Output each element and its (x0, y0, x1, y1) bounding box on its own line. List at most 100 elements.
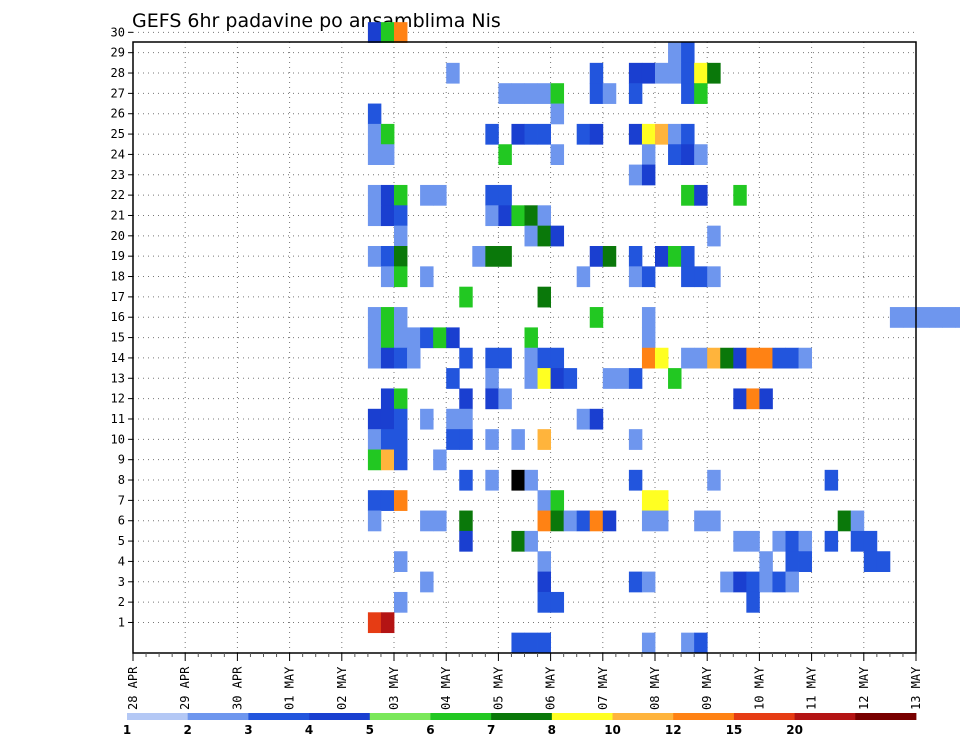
heatmap-cell (681, 246, 695, 267)
heatmap-cell (733, 388, 747, 410)
heatmap-cell (420, 510, 434, 532)
heatmap-cell (537, 510, 551, 532)
heatmap-cell (394, 388, 408, 410)
heatmap-cell (707, 266, 721, 288)
x-tick-label: 28 APR (126, 666, 140, 710)
heatmap-cell (576, 510, 591, 532)
colorbar-label: 3 (244, 723, 252, 737)
heatmap-cell (498, 83, 512, 104)
heatmap-cell (876, 551, 891, 572)
heatmap-cell (589, 62, 604, 84)
heatmap-cell (380, 429, 395, 450)
heatmap-cell (485, 123, 499, 145)
heatmap-cell (446, 408, 460, 430)
heatmap-cell (511, 632, 525, 654)
heatmap-cell (459, 469, 473, 491)
heatmap-cell (524, 205, 538, 227)
heatmap-cell (433, 510, 447, 532)
colorbar-swatch (248, 713, 310, 720)
x-tick-label: 05 MAY (491, 666, 505, 710)
heatmap-cell (655, 246, 669, 267)
heatmap-cell (380, 123, 395, 145)
heatmap-cell (433, 327, 447, 349)
heatmap-cell (498, 184, 512, 206)
heatmap-cell (589, 123, 604, 145)
heatmap-cell (380, 449, 395, 471)
heatmap-cell (681, 42, 695, 64)
heatmap-cell (889, 307, 904, 328)
heatmap-cell (367, 327, 382, 349)
heatmap-cell (537, 347, 551, 369)
y-tick-label: 6 (118, 514, 125, 528)
heatmap-cell (746, 388, 760, 410)
heatmap-cell (772, 571, 786, 593)
heatmap-cell (694, 347, 708, 369)
heatmap-cell (759, 551, 773, 572)
heatmap-cell (367, 449, 382, 471)
heatmap-cell (550, 347, 565, 369)
heatmap-cell (733, 530, 747, 552)
y-tick-label: 9 (118, 453, 125, 467)
heatmap-cell (628, 469, 643, 491)
heatmap-cell (863, 530, 878, 552)
heatmap-cell (550, 144, 565, 165)
heatmap-cell (668, 123, 682, 145)
heatmap-cell (367, 490, 382, 511)
heatmap-cell (394, 327, 408, 349)
heatmap-cell (394, 266, 408, 288)
heatmap-cell (798, 347, 812, 369)
heatmap-cell (694, 510, 708, 532)
heatmap-cell (550, 510, 565, 532)
heatmap-cell (367, 510, 382, 532)
heatmap-cell (707, 225, 721, 247)
heatmap-cell (733, 184, 747, 206)
colorbar-swatch (491, 713, 553, 720)
y-tick-label: 20 (111, 229, 125, 243)
heatmap-cell (668, 62, 682, 84)
heatmap-cell (550, 591, 565, 613)
heatmap-cell (798, 551, 812, 572)
heatmap-cell (537, 490, 551, 511)
heatmap-cell (511, 123, 525, 145)
heatmap-cell (694, 144, 708, 165)
heatmap-cell (537, 286, 551, 308)
colorbar-swatch (551, 713, 613, 720)
colorbar-swatch (794, 713, 856, 720)
heatmap-cell (472, 246, 486, 267)
heatmap-cell (902, 307, 917, 328)
heatmap-cell (367, 408, 382, 430)
heatmap-cell (589, 246, 604, 267)
heatmap-cell (602, 83, 617, 104)
heatmap-cell (367, 246, 382, 267)
heatmap-cell (511, 530, 525, 552)
heatmap-cell (485, 347, 499, 369)
heatmap-cell (394, 408, 408, 430)
heatmap-cell (367, 347, 382, 369)
y-tick-label: 7 (118, 493, 125, 507)
heatmap-cell (420, 408, 434, 430)
heatmap-cell (485, 246, 499, 267)
heatmap-cell (681, 62, 695, 84)
heatmap-cell (694, 184, 708, 206)
y-tick-label: 24 (111, 147, 125, 161)
heatmap-cell (407, 327, 421, 349)
y-tick-label: 22 (111, 188, 125, 202)
heatmap-cell (628, 164, 643, 186)
heatmap-cell (733, 347, 747, 369)
heatmap-cell (641, 123, 656, 145)
heatmap-cell (655, 510, 669, 532)
heatmap-cell (563, 368, 578, 389)
x-tick-label: 11 MAY (805, 666, 819, 710)
colorbar-label: 12 (665, 723, 682, 737)
heatmap-cell (772, 347, 786, 369)
heatmap-cell (563, 510, 578, 532)
heatmap-cell (641, 164, 656, 186)
colorbar-label: 1 (123, 723, 131, 737)
heatmap-cell (459, 510, 473, 532)
y-tick-label: 15 (111, 331, 125, 345)
x-tick-label: 04 MAY (439, 666, 453, 710)
heatmap-cell (394, 184, 408, 206)
heatmap-cell (785, 571, 799, 593)
x-tick-label: 29 APR (178, 666, 192, 710)
